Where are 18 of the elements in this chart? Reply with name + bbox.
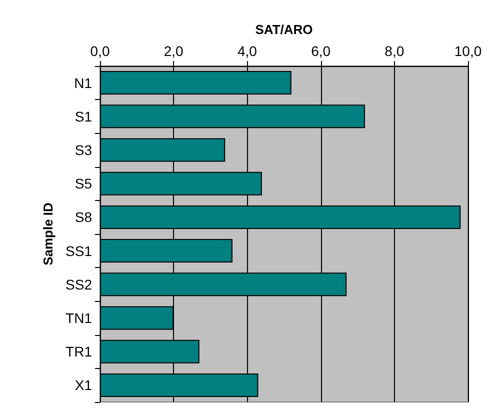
y-tick-label: S8 (74, 209, 92, 226)
y-tick-label: S5 (74, 176, 92, 192)
y-tick-label: TR1 (66, 344, 92, 360)
x-tick-label: 4,0 (237, 43, 258, 59)
x-tick-label: 8,0 (384, 43, 404, 59)
y-tick-label: SS2 (66, 276, 92, 292)
y-tick-label: S1 (74, 108, 92, 124)
y-tick-label: TN1 (66, 310, 92, 326)
y-tick-label: X1 (74, 377, 92, 394)
y-tick-label: SS1 (66, 242, 92, 259)
x-tick-label: 2,0 (164, 43, 184, 59)
x-tick-label: 10,0 (454, 43, 482, 59)
y-tick-label: N1 (74, 74, 92, 91)
x-tick-label: 0,0 (90, 43, 110, 59)
x-tick-label: 6,0 (311, 43, 331, 59)
y-tick-label: S3 (74, 142, 92, 158)
x-axis-title: SAT/ARO (255, 22, 313, 37)
y-axis-title: Sample ID (40, 202, 56, 266)
